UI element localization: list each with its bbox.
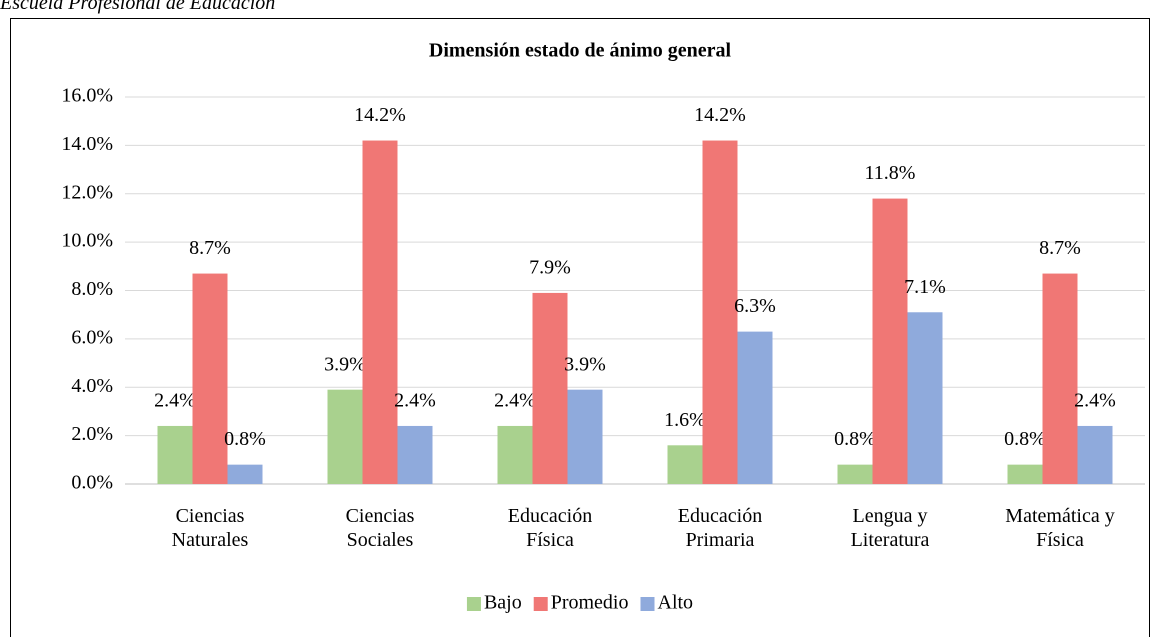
value-label: 8.7% — [189, 237, 231, 259]
value-label: 2.4% — [394, 390, 436, 412]
value-label: 7.9% — [529, 257, 571, 279]
y-tick-label: 4.0% — [71, 375, 113, 397]
y-tick-label: 0.0% — [71, 472, 113, 494]
y-tick-label: 12.0% — [61, 181, 113, 203]
bar — [362, 140, 398, 484]
bar — [907, 312, 943, 484]
value-label: 0.8% — [834, 428, 876, 450]
bar — [227, 464, 263, 484]
bar — [532, 292, 568, 484]
bar — [737, 331, 773, 484]
value-label: 2.4% — [154, 390, 196, 412]
legend-swatch — [466, 597, 481, 611]
bar — [1042, 273, 1078, 484]
legend-label: Alto — [658, 592, 694, 614]
bar — [872, 198, 908, 484]
bar — [837, 464, 873, 484]
value-label: 14.2% — [694, 104, 746, 126]
value-label: 0.8% — [224, 428, 266, 450]
value-label: 1.6% — [664, 409, 706, 431]
bar — [1007, 464, 1043, 484]
value-label: 14.2% — [354, 104, 406, 126]
value-label: 0.8% — [1004, 428, 1046, 450]
y-tick-label: 8.0% — [71, 278, 113, 300]
value-label: 2.4% — [1074, 390, 1116, 412]
bar — [397, 425, 433, 484]
value-label: 8.7% — [1039, 237, 1081, 259]
bar — [667, 445, 703, 484]
value-label: 3.9% — [324, 353, 366, 375]
bar — [702, 140, 738, 484]
x-tick-label: Ciencias Sociales — [345, 505, 415, 551]
value-label: 6.3% — [734, 295, 776, 317]
legend-swatch — [640, 597, 655, 611]
x-tick-label: Matemática y Física — [1005, 505, 1115, 551]
header: Escuela Profesional de Educación — [0, 0, 276, 14]
legend-swatch — [533, 597, 548, 611]
y-tick-label: 16.0% — [61, 85, 113, 107]
bar — [497, 425, 533, 484]
x-tick-label: Educación Primaria — [677, 505, 763, 551]
x-tick-label: Lengua y Literatura — [850, 505, 930, 551]
value-label: 7.1% — [904, 276, 946, 298]
chart-border — [10, 18, 1150, 637]
bar — [157, 425, 193, 484]
y-tick-label: 6.0% — [71, 326, 113, 348]
value-label: 3.9% — [564, 353, 606, 375]
y-tick-label: 10.0% — [61, 230, 113, 252]
legend-label: Promedio — [551, 592, 629, 614]
value-label: 2.4% — [494, 390, 536, 412]
legend-label: Bajo — [484, 592, 522, 614]
bar — [1077, 425, 1113, 484]
y-tick-label: 14.0% — [61, 133, 113, 155]
bar — [567, 389, 603, 484]
value-label: 11.8% — [865, 162, 916, 184]
bar — [327, 389, 363, 484]
x-tick-label: Educación Física — [507, 505, 593, 551]
bar — [192, 273, 228, 484]
chart-title: Dimensión estado de ánimo general — [429, 40, 732, 62]
y-tick-label: 2.0% — [71, 423, 113, 445]
x-tick-label: Ciencias Naturales — [171, 505, 249, 551]
